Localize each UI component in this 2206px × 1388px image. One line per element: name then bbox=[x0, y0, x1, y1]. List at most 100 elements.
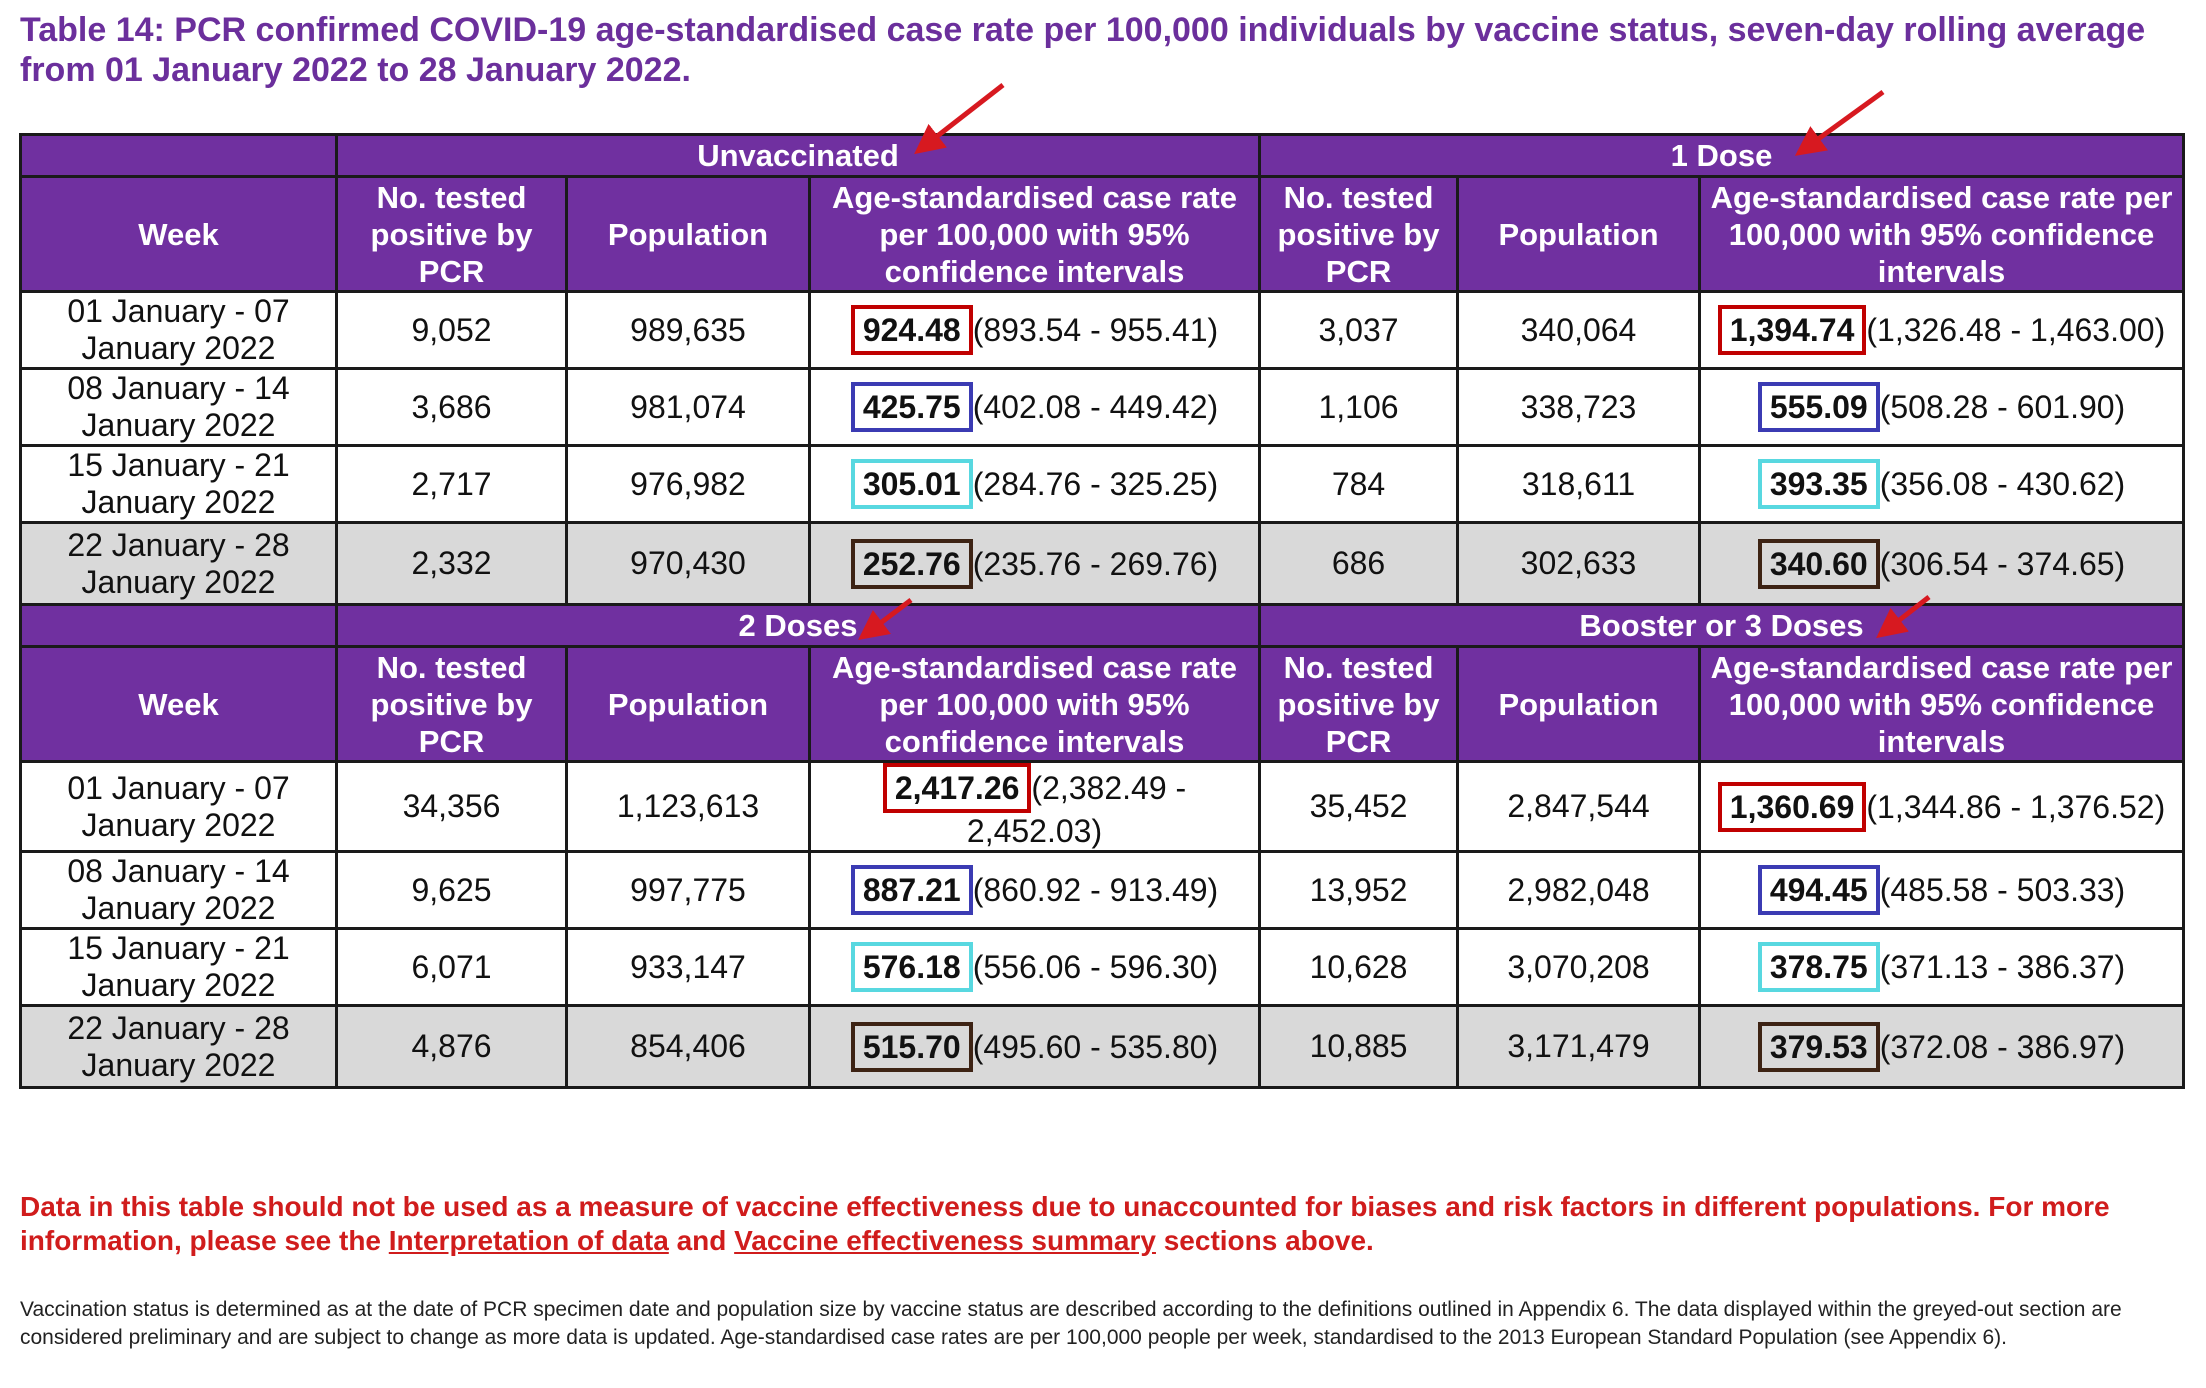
rate-cell: 340.60 (306.54 - 374.65) bbox=[1698, 521, 2186, 606]
tested-cell: 9,052 bbox=[335, 290, 568, 370]
table-row: 01 January - 07 January 2022 9,052 989,635… bbox=[19, 290, 2186, 370]
col-rate: Age-standardised case rate per 100,000 w… bbox=[807, 645, 1262, 763]
population-cell: 340,064 bbox=[1456, 290, 1702, 370]
rate-value-highlighted: 887.21 bbox=[850, 865, 973, 915]
rate-cell: 425.75 (402.08 - 449.42) bbox=[807, 367, 1262, 447]
rate-value-highlighted: 305.01 bbox=[850, 459, 973, 509]
col-population: Population bbox=[565, 645, 811, 763]
population-cell: 997,775 bbox=[565, 850, 811, 930]
population-cell: 981,074 bbox=[565, 367, 811, 447]
population-cell: 933,147 bbox=[565, 927, 811, 1007]
col-week: Week bbox=[19, 175, 338, 293]
population-cell: 1,123,613 bbox=[565, 760, 811, 853]
table-row: 01 January - 07 January 2022 34,356 1,123,… bbox=[19, 760, 2186, 853]
population-cell: 338,723 bbox=[1456, 367, 1702, 447]
confidence-interval: (371.13 - 386.37) bbox=[1879, 949, 2126, 985]
group-spacer bbox=[19, 133, 338, 178]
rate-value-highlighted: 340.60 bbox=[1757, 538, 1880, 589]
tested-cell: 10,885 bbox=[1258, 1004, 1460, 1089]
confidence-interval: (1,344.86 - 1,376.52) bbox=[1866, 788, 2166, 825]
population-cell: 2,982,048 bbox=[1456, 850, 1702, 930]
rate-cell: 555.09 (508.28 - 601.90) bbox=[1698, 367, 2186, 447]
tested-cell: 9,625 bbox=[335, 850, 568, 930]
rate-value-highlighted: 379.53 bbox=[1757, 1021, 1880, 1072]
warning-text-3: sections above. bbox=[1155, 1225, 1374, 1256]
rate-value-highlighted: 1,360.69 bbox=[1717, 781, 1867, 832]
group-header-right: Booster or 3 Doses bbox=[1258, 603, 2186, 648]
tested-cell: 686 bbox=[1258, 521, 1460, 606]
warning-text-2: and bbox=[668, 1225, 735, 1256]
col-week: Week bbox=[19, 645, 338, 763]
tested-cell: 2,332 bbox=[335, 521, 568, 606]
confidence-interval: (284.76 - 325.25) bbox=[972, 466, 1219, 502]
confidence-interval: (485.58 - 503.33) bbox=[1879, 872, 2126, 908]
population-cell: 854,406 bbox=[565, 1004, 811, 1089]
tested-cell: 35,452 bbox=[1258, 760, 1460, 853]
confidence-interval: (556.06 - 596.30) bbox=[972, 949, 1219, 985]
week-cell: 08 January - 14 January 2022 bbox=[19, 367, 338, 447]
rate-cell: 252.76 (235.76 - 269.76) bbox=[807, 521, 1262, 606]
week-cell: 08 January - 14 January 2022 bbox=[19, 850, 338, 930]
col-tested: No. tested positive by PCR bbox=[1258, 175, 1460, 293]
col-tested: No. tested positive by PCR bbox=[1258, 645, 1460, 763]
rate-cell: 515.70 (495.60 - 535.80) bbox=[807, 1004, 1262, 1089]
rate-value-highlighted: 252.76 bbox=[850, 538, 973, 589]
week-cell: 15 January - 21 January 2022 bbox=[19, 927, 338, 1007]
tested-cell: 6,071 bbox=[335, 927, 568, 1007]
table-title: Table 14: PCR confirmed COVID-19 age-sta… bbox=[20, 11, 2146, 89]
group-header-left: 2 Doses bbox=[334, 603, 1262, 648]
footnote: Vaccination status is determined as at t… bbox=[20, 1298, 2122, 1349]
tested-cell: 10,628 bbox=[1258, 927, 1460, 1007]
confidence-interval: (860.92 - 913.49) bbox=[972, 872, 1219, 908]
rate-cell: 378.75 (371.13 - 386.37) bbox=[1698, 927, 2186, 1007]
col-tested: No. tested positive by PCR bbox=[335, 645, 568, 763]
vaccine-status-table: Unvaccinated 1 Dose Week No. tested positiv… bbox=[19, 133, 2186, 1089]
table-row: 15 January - 21 January 2022 6,071 933,147… bbox=[19, 927, 2186, 1007]
rate-value-highlighted: 425.75 bbox=[850, 382, 973, 432]
rate-value-highlighted: 393.35 bbox=[1757, 459, 1880, 509]
column-header-row: Week No. tested positive by PCR Population… bbox=[19, 175, 2186, 293]
rate-cell: 1,360.69 (1,344.86 - 1,376.52) bbox=[1698, 760, 2186, 853]
population-cell: 976,982 bbox=[565, 444, 811, 524]
col-tested: No. tested positive by PCR bbox=[335, 175, 568, 293]
col-rate: Age-standardised case rate per 100,000 w… bbox=[807, 175, 1262, 293]
confidence-interval: (402.08 - 449.42) bbox=[972, 389, 1219, 425]
tested-cell: 784 bbox=[1258, 444, 1460, 524]
population-cell: 989,635 bbox=[565, 290, 811, 370]
tested-cell: 2,717 bbox=[335, 444, 568, 524]
table-row: 15 January - 21 January 2022 2,717 976,982… bbox=[19, 444, 2186, 524]
col-population: Population bbox=[1456, 645, 1702, 763]
confidence-interval: (893.54 - 955.41) bbox=[972, 312, 1219, 348]
rate-value-highlighted: 494.45 bbox=[1757, 865, 1880, 915]
population-cell: 3,171,479 bbox=[1456, 1004, 1702, 1089]
rate-value-highlighted: 378.75 bbox=[1757, 942, 1880, 992]
rate-value-highlighted: 924.48 bbox=[850, 305, 973, 355]
confidence-interval: (356.08 - 430.62) bbox=[1879, 466, 2126, 502]
warning-note: Data in this table should not be used as… bbox=[20, 1190, 2190, 1258]
rate-cell: 2,417.26 (2,382.49 - 2,452.03) bbox=[807, 760, 1262, 853]
week-cell: 22 January - 28 January 2022 bbox=[19, 521, 338, 606]
column-header-row: Week No. tested positive by PCR Population… bbox=[19, 645, 2186, 763]
group-header-row: 2 Doses Booster or 3 Doses bbox=[19, 603, 2186, 648]
table-row: 08 January - 14 January 2022 3,686 981,074… bbox=[19, 367, 2186, 447]
week-cell: 01 January - 07 January 2022 bbox=[19, 290, 338, 370]
interpretation-of-data-link[interactable]: Interpretation of data bbox=[388, 1225, 669, 1256]
rate-cell: 924.48 (893.54 - 955.41) bbox=[807, 290, 1262, 370]
warning-text-1: Data in this table should not be used as… bbox=[20, 1191, 2110, 1256]
rate-value-highlighted: 515.70 bbox=[850, 1021, 973, 1072]
tested-cell: 3,037 bbox=[1258, 290, 1460, 370]
col-rate: Age-standardised case rate per 100,000 w… bbox=[1698, 175, 2186, 293]
population-cell: 3,070,208 bbox=[1456, 927, 1702, 1007]
rate-value-highlighted: 1,394.74 bbox=[1717, 305, 1867, 355]
week-cell: 22 January - 28 January 2022 bbox=[19, 1004, 338, 1089]
tested-cell: 13,952 bbox=[1258, 850, 1460, 930]
group-header-row: Unvaccinated 1 Dose bbox=[19, 133, 2186, 178]
group-spacer bbox=[19, 603, 338, 648]
vaccine-effectiveness-summary-link[interactable]: Vaccine effectiveness summary bbox=[734, 1225, 1156, 1256]
confidence-interval: (306.54 - 374.65) bbox=[1879, 545, 2126, 582]
tested-cell: 34,356 bbox=[335, 760, 568, 853]
week-cell: 15 January - 21 January 2022 bbox=[19, 444, 338, 524]
rate-value-highlighted: 576.18 bbox=[850, 942, 973, 992]
confidence-interval: (2,382.49 - 2,452.03) bbox=[966, 770, 1187, 849]
tested-cell: 3,686 bbox=[335, 367, 568, 447]
